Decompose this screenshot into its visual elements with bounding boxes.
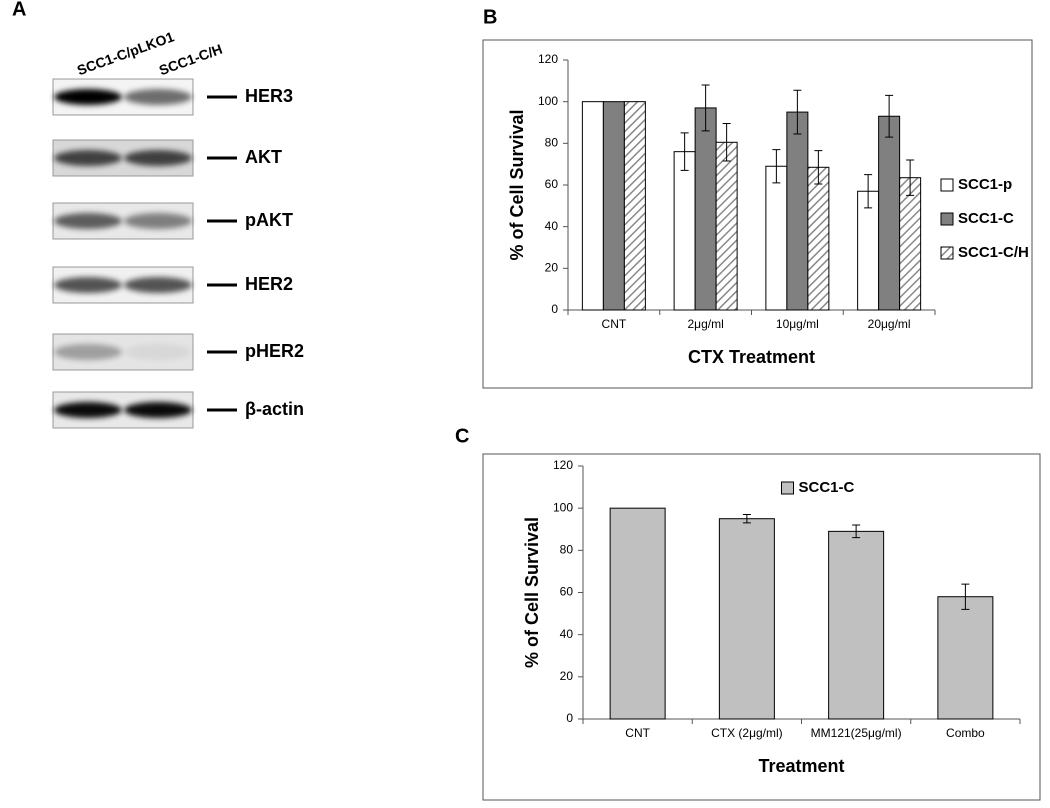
error-bar: [885, 94, 894, 138]
y-tick-label: 20: [560, 669, 574, 683]
blot-band: [124, 402, 192, 418]
blot-band: [54, 89, 122, 105]
bar: [581, 101, 604, 311]
blot-band: [54, 402, 122, 418]
x-tick-label: 20μg/ml: [868, 317, 911, 331]
error-bar: [852, 524, 861, 539]
y-tick-label: 80: [560, 543, 574, 557]
y-tick-label: 40: [545, 219, 559, 233]
y-tick-label: 20: [545, 261, 559, 275]
chart-frame: [482, 453, 1041, 801]
y-axis-title: % of Cell Survival: [507, 109, 527, 260]
error-bar: [772, 149, 781, 184]
bar: [937, 596, 994, 720]
blot-band: [54, 344, 122, 360]
bar: [786, 111, 809, 311]
x-tick-label: CTX (2μg/ml): [711, 726, 783, 740]
blot-band: [124, 150, 192, 166]
western-blot: SCC1-C/pLKO1 SCC1-C/H HER3AKTpAKTHER2pHE…: [52, 28, 304, 429]
blot-band: [124, 89, 192, 105]
error-bar: [793, 89, 802, 135]
panel-label: A: [12, 0, 26, 20]
y-tick-label: 120: [538, 52, 558, 66]
legend-swatch: [940, 178, 954, 192]
error-bar: [742, 513, 751, 524]
y-axis-title: % of Cell Survival: [522, 517, 542, 668]
error-bar: [864, 174, 873, 209]
x-tick-label: Combo: [946, 726, 985, 740]
legend-swatch: [940, 246, 954, 260]
bar: [899, 177, 922, 311]
y-tick-label: 0: [551, 302, 558, 316]
x-axis-title: Treatment: [758, 756, 844, 776]
x-axis-title: CTX Treatment: [688, 347, 815, 367]
y-tick-label: 0: [566, 711, 573, 725]
legend-label: SCC1-C: [799, 479, 855, 496]
x-tick-label: 10μg/ml: [776, 317, 819, 331]
error-bar: [961, 583, 970, 610]
error-bar: [680, 132, 689, 171]
blot-band: [124, 277, 192, 293]
bar: [715, 141, 738, 311]
y-tick-label: 100: [538, 94, 558, 108]
error-bar: [814, 150, 823, 185]
legend-label: SCC1-C: [958, 210, 1014, 227]
blot-band: [124, 213, 192, 229]
legend-label: SCC1-p: [958, 176, 1012, 193]
blot-band: [54, 277, 122, 293]
x-tick-label: CNT: [602, 317, 627, 331]
bar: [857, 190, 880, 311]
legend-swatch: [940, 212, 954, 226]
bar: [807, 166, 830, 311]
bar: [609, 507, 666, 720]
blot-band: [54, 150, 122, 166]
bar: [602, 101, 625, 311]
protein-label: pAKT: [245, 210, 293, 230]
blot-band: [54, 213, 122, 229]
protein-label: HER2: [245, 274, 293, 294]
x-tick-label: CNT: [625, 726, 650, 740]
protein-label: pHER2: [245, 341, 304, 361]
panel-label: B: [483, 6, 497, 28]
x-tick-label: MM121(25μg/ml): [811, 726, 902, 740]
panel-label: C: [455, 425, 469, 447]
protein-label: HER3: [245, 86, 293, 106]
bar: [718, 518, 775, 720]
error-bar: [906, 159, 915, 196]
y-tick-label: 80: [545, 136, 559, 150]
chart-frame: [482, 39, 1033, 389]
protein-label: AKT: [245, 147, 282, 167]
y-tick-label: 60: [560, 585, 574, 599]
protein-label: β-actin: [245, 399, 304, 419]
bar: [765, 165, 788, 311]
y-tick-label: 120: [553, 458, 573, 472]
y-tick-label: 40: [560, 627, 574, 641]
error-bar: [722, 123, 731, 162]
bar: [878, 115, 901, 311]
y-tick-label: 100: [553, 500, 573, 514]
legend-label: SCC1-C/H: [958, 244, 1029, 261]
bar: [828, 530, 885, 720]
error-bar: [701, 84, 710, 132]
bar: [673, 151, 696, 311]
bar: [694, 107, 717, 311]
bar: [623, 101, 646, 311]
blot-band: [124, 344, 192, 360]
legend-swatch: [781, 481, 794, 495]
x-tick-label: 2μg/ml: [687, 317, 723, 331]
y-tick-label: 60: [545, 177, 559, 191]
